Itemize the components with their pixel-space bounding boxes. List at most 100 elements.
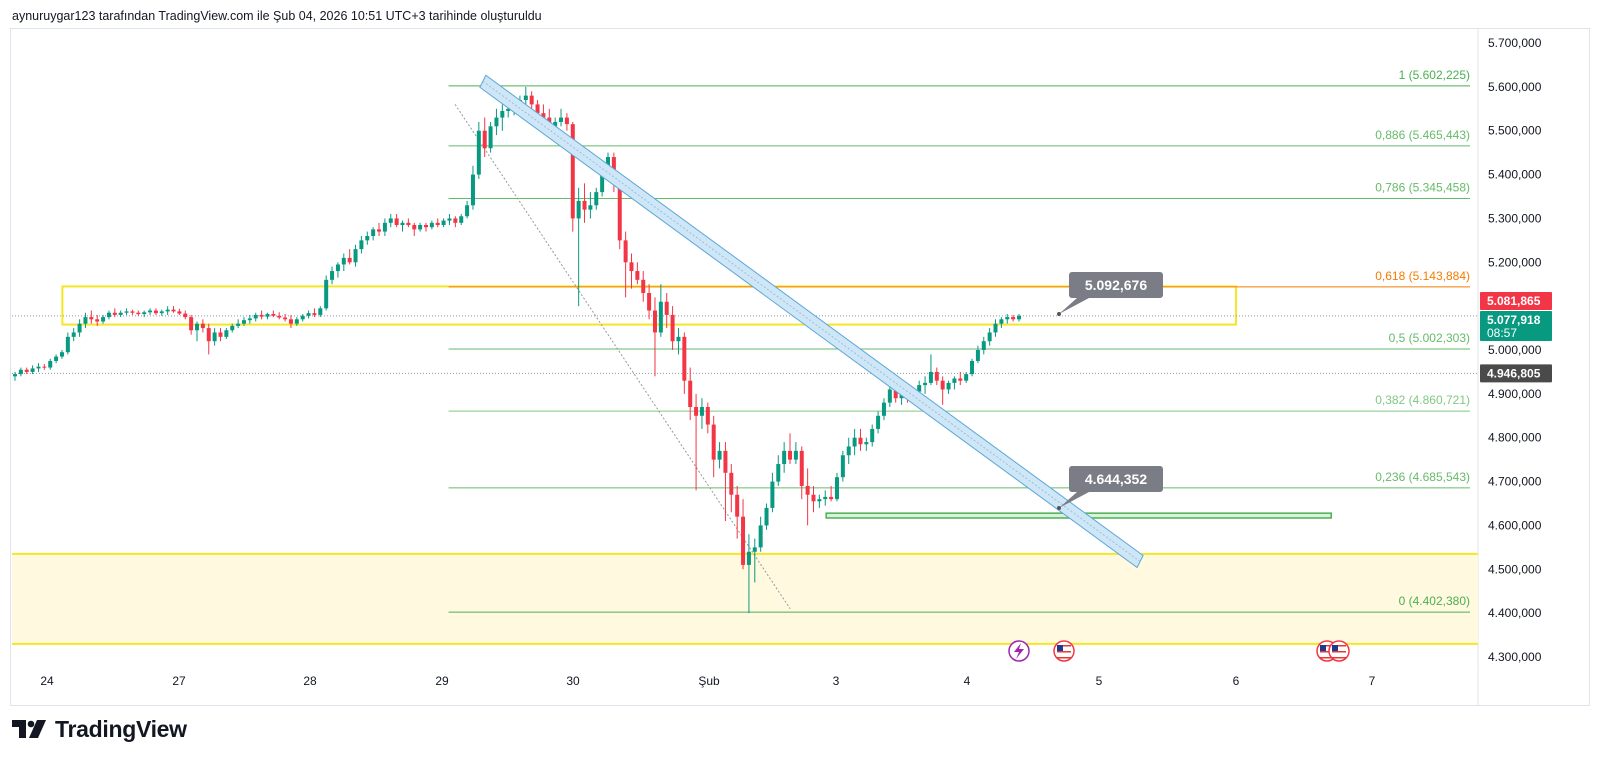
candle-body bbox=[788, 450, 793, 460]
tradingview-logo[interactable]: TradingView bbox=[12, 714, 187, 744]
candle-body bbox=[423, 225, 428, 228]
us-flag-event-icon-3 bbox=[1328, 640, 1350, 662]
candle-body bbox=[406, 222, 411, 226]
fib-level-label: 0,382 (4.860,721) bbox=[1375, 393, 1470, 407]
callout-lower-box bbox=[1069, 466, 1163, 492]
candle-body bbox=[805, 485, 810, 495]
time-tick-label: 24 bbox=[40, 674, 54, 688]
candle-body bbox=[165, 309, 170, 312]
trend-channel-band bbox=[479, 74, 1144, 569]
candle-body bbox=[212, 332, 217, 342]
candle-body bbox=[247, 318, 252, 321]
candle-body bbox=[71, 332, 76, 337]
candle-body bbox=[230, 325, 235, 331]
zone-layer bbox=[12, 285, 1478, 645]
candle-body bbox=[559, 117, 564, 122]
candle-body bbox=[987, 332, 992, 342]
candle-body bbox=[48, 360, 53, 368]
candle-body bbox=[494, 117, 499, 127]
candle-body bbox=[365, 235, 370, 241]
last-price-tag-text: 5.077,918 bbox=[1487, 313, 1541, 327]
candle-body bbox=[453, 218, 458, 223]
candle-body bbox=[611, 157, 616, 179]
candle-body bbox=[799, 450, 804, 486]
candle-body bbox=[682, 336, 687, 381]
candle-body bbox=[670, 314, 675, 342]
lightning-bolt bbox=[1014, 643, 1024, 659]
candle-body bbox=[970, 360, 975, 375]
dotted-trend-line bbox=[454, 104, 791, 610]
candle-body bbox=[999, 319, 1004, 324]
candle-body bbox=[758, 525, 763, 548]
us-flag-event-icon-3-stripe bbox=[1332, 654, 1346, 656]
candle-body bbox=[964, 374, 969, 381]
candle-body bbox=[106, 312, 111, 318]
candle-body bbox=[394, 218, 399, 226]
candle-body bbox=[459, 216, 464, 223]
candle-body bbox=[741, 516, 746, 565]
us-flag-event-icon-2-canton bbox=[1320, 645, 1326, 651]
time-axis[interactable]: 24 27 28 29 30 Şub 3 4 5 6 7 bbox=[40, 674, 1375, 688]
candle-body bbox=[600, 170, 605, 193]
candle-body bbox=[470, 174, 475, 206]
us-flag-event-icon-stripe bbox=[1057, 657, 1071, 659]
candle-body bbox=[324, 279, 329, 309]
candle-body bbox=[635, 271, 640, 280]
candle-body bbox=[18, 369, 23, 375]
candle-body bbox=[65, 336, 70, 353]
candle-body bbox=[782, 450, 787, 465]
us-flag-event-icon-stripe bbox=[1057, 651, 1071, 653]
candle-body bbox=[465, 205, 470, 217]
candle-body bbox=[77, 323, 82, 333]
event-icons[interactable] bbox=[1008, 640, 1350, 662]
candle-body bbox=[13, 374, 17, 377]
candle-body bbox=[729, 472, 734, 495]
candle-body bbox=[981, 341, 986, 350]
candle-body bbox=[529, 95, 534, 105]
trend-channel[interactable] bbox=[479, 74, 1144, 569]
us-flag-event-icon-2-stripe bbox=[1320, 654, 1334, 656]
us-flag-event-icon-3-canton bbox=[1332, 645, 1338, 651]
candle-body bbox=[711, 424, 716, 460]
candle-body bbox=[447, 218, 452, 221]
candle-body bbox=[36, 366, 41, 369]
candle-body bbox=[283, 317, 288, 320]
support-zone bbox=[12, 553, 1478, 644]
price-tick-label: 5.500,000 bbox=[1488, 124, 1542, 138]
chart-frame bbox=[10, 28, 1590, 706]
price-axis[interactable]: 5.700,000 5.600,000 5.500,000 5.400,000 5.30… bbox=[1480, 36, 1552, 664]
candles-layer bbox=[13, 86, 1021, 614]
candle-body bbox=[553, 121, 558, 127]
candle-body bbox=[958, 378, 963, 381]
candle-body bbox=[881, 402, 886, 416]
candle-body bbox=[429, 222, 434, 228]
callout-upper-box bbox=[1069, 272, 1163, 298]
fib-level-label: 0,5 (5.002,303) bbox=[1389, 331, 1470, 345]
candle-body bbox=[735, 494, 740, 517]
callouts-layer[interactable]: 5.092,676 4.644,352 bbox=[1057, 272, 1163, 510]
candle-body bbox=[418, 225, 423, 230]
candle-body bbox=[606, 157, 611, 171]
candle-body bbox=[218, 332, 223, 337]
candle-body bbox=[764, 507, 769, 526]
candle-body bbox=[852, 437, 857, 447]
price-tick-label: 4.800,000 bbox=[1488, 431, 1542, 445]
candle-body bbox=[312, 313, 317, 315]
candle-body bbox=[171, 309, 176, 312]
candle-body bbox=[177, 311, 182, 314]
fibonacci-layer[interactable]: 1 (5.602,225) 0,886 (5.465,443) 0,786 (5.3… bbox=[448, 68, 1470, 613]
candle-body bbox=[118, 312, 123, 315]
candle-body bbox=[476, 130, 481, 175]
candle-body bbox=[647, 292, 652, 311]
time-tick-label: 4 bbox=[964, 674, 971, 688]
candle-body bbox=[488, 126, 493, 149]
candle-body bbox=[42, 366, 47, 368]
fib-level-label: 0 (4.402,380) bbox=[1399, 594, 1470, 608]
candle-body bbox=[946, 382, 951, 390]
candle-body bbox=[535, 104, 540, 114]
candle-body bbox=[377, 229, 382, 232]
candle-body bbox=[83, 317, 88, 324]
candle-body bbox=[241, 320, 246, 324]
us-flag-event-icon-2-stripe bbox=[1320, 651, 1334, 653]
